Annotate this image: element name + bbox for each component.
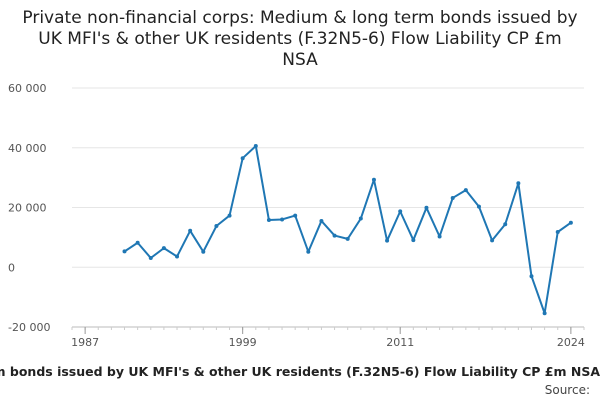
data-point bbox=[358, 216, 363, 221]
data-point bbox=[542, 311, 547, 316]
data-point bbox=[424, 205, 429, 210]
data-point bbox=[201, 249, 206, 254]
data-point bbox=[476, 204, 481, 209]
data-point bbox=[555, 229, 560, 234]
y-tick-label: 40 000 bbox=[8, 142, 47, 155]
data-point bbox=[437, 234, 442, 239]
legend-entry-label: Private non-financial corps: Medium & lo… bbox=[0, 364, 600, 379]
data-point bbox=[450, 195, 455, 200]
data-point bbox=[345, 236, 350, 241]
data-point bbox=[280, 217, 285, 222]
data-point bbox=[490, 238, 495, 243]
data-point bbox=[188, 228, 193, 233]
data-point bbox=[371, 177, 376, 182]
y-tick-label: 0 bbox=[8, 261, 15, 274]
data-point bbox=[253, 143, 258, 148]
x-tick-label: 1999 bbox=[229, 336, 257, 349]
data-point bbox=[135, 240, 140, 245]
data-point bbox=[214, 224, 219, 229]
y-tick-label: 20 000 bbox=[8, 202, 47, 215]
x-tick-label: 2011 bbox=[386, 336, 414, 349]
data-point bbox=[319, 218, 324, 223]
data-point bbox=[568, 220, 573, 225]
y-tick-label: -20 000 bbox=[8, 321, 50, 334]
grid-lines bbox=[72, 87, 584, 328]
x-tick-label: 2024 bbox=[557, 336, 585, 349]
data-point bbox=[411, 238, 416, 243]
data-point bbox=[175, 254, 180, 259]
axes: -20 000 0 20 000 40 000 60 000 1987 1999 2011 20… bbox=[8, 82, 585, 349]
data-point bbox=[385, 238, 390, 243]
data-point bbox=[306, 249, 311, 254]
y-tick-label: 60 000 bbox=[8, 82, 47, 95]
data-point bbox=[227, 213, 232, 218]
data-point bbox=[398, 209, 403, 214]
source-label: Source: bbox=[544, 383, 590, 397]
data-point bbox=[122, 249, 127, 254]
series-layer bbox=[122, 143, 573, 316]
chart-title: Private non-financial corps: Medium & lo… bbox=[22, 8, 578, 70]
data-point bbox=[529, 274, 534, 279]
data-point bbox=[293, 213, 298, 218]
data-point bbox=[240, 156, 245, 161]
data-point bbox=[148, 255, 153, 260]
data-point bbox=[161, 246, 166, 251]
legend: Private non-financial corps: Medium & lo… bbox=[0, 364, 600, 379]
data-point bbox=[503, 222, 508, 227]
data-point bbox=[332, 233, 337, 238]
data-point bbox=[516, 181, 521, 186]
data-point bbox=[266, 218, 271, 223]
data-point bbox=[463, 188, 468, 193]
x-tick-label: 1987 bbox=[71, 336, 99, 349]
